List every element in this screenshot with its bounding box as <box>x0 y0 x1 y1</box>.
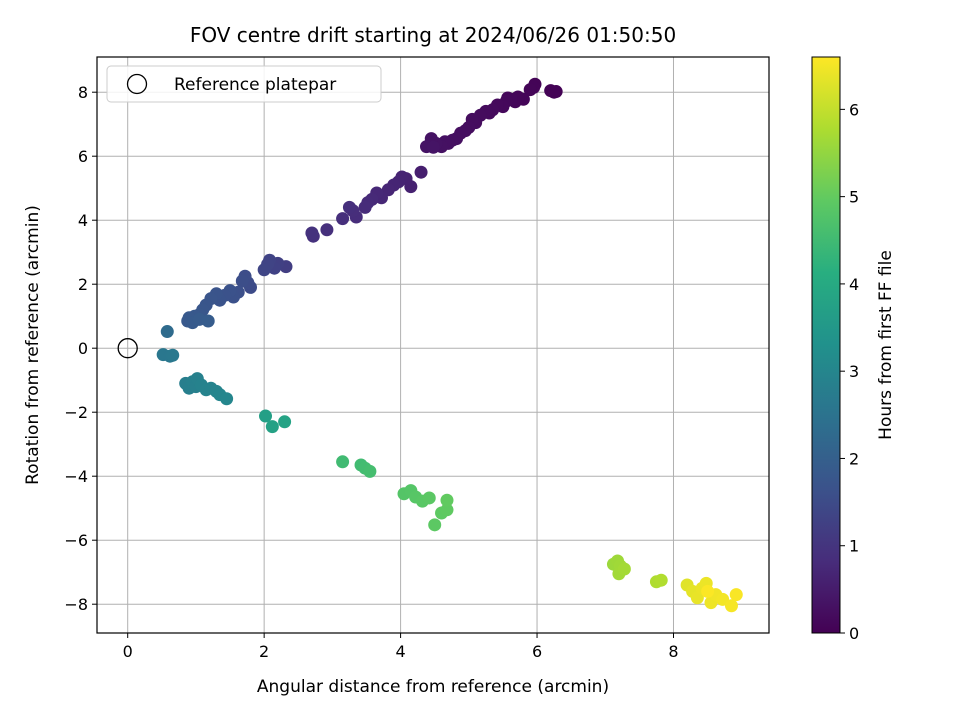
scatter-point <box>729 588 743 602</box>
scatter-point <box>358 200 372 214</box>
scatter-point <box>426 140 440 154</box>
scatter-point <box>547 85 561 99</box>
x-tick-label: 6 <box>532 642 542 661</box>
scatter-point <box>724 599 738 613</box>
scatter-point <box>440 493 454 507</box>
x-tick-label: 4 <box>396 642 406 661</box>
y-axis-label: Rotation from reference (arcmin) <box>23 205 43 485</box>
colorbar-tick-label: 6 <box>849 100 859 119</box>
reference-platepar-point <box>117 338 138 359</box>
scatter-point <box>617 562 631 576</box>
y-axis-ticks: −8 −6 −4 −2 0 2 4 6 8 <box>64 83 97 614</box>
scatter-point <box>654 573 668 587</box>
y-tick-label: 6 <box>78 147 88 166</box>
x-axis-ticks: 0 2 4 6 8 <box>123 633 679 661</box>
colorbar-tick-label: 0 <box>849 624 859 643</box>
scatter-point <box>235 274 249 288</box>
x-tick-label: 2 <box>259 642 269 661</box>
scatter-point <box>422 491 436 505</box>
scatter-point <box>523 83 537 97</box>
y-tick-label: 0 <box>78 339 88 358</box>
legend: Reference platepar <box>106 65 382 103</box>
colorbar-ticks: 0 1 2 3 4 5 6 <box>840 100 859 643</box>
scatter-point <box>220 392 234 406</box>
scatter-point <box>336 455 350 469</box>
colorbar-tick-label: 5 <box>849 188 859 207</box>
legend-box <box>106 65 382 103</box>
scatter-point <box>305 226 319 240</box>
x-tick-label: 8 <box>668 642 678 661</box>
scatter-point <box>257 263 271 277</box>
x-tick-label: 0 <box>123 642 133 661</box>
scatter-points <box>117 77 743 613</box>
scatter-point <box>278 415 292 429</box>
scatter-point <box>166 348 180 362</box>
scatter-point <box>428 518 442 532</box>
y-tick-label: −2 <box>64 403 88 422</box>
chart-title: FOV centre drift starting at 2024/06/26 … <box>190 23 676 47</box>
y-tick-label: 2 <box>78 275 88 294</box>
y-tick-label: −4 <box>64 467 88 486</box>
scatter-point <box>201 314 215 328</box>
scatter-point <box>342 200 356 214</box>
scatter-point <box>414 165 428 179</box>
legend-marker-icon <box>126 73 148 95</box>
scatter-point <box>701 584 715 598</box>
scatter-point <box>690 591 704 605</box>
scatter-point <box>363 464 377 478</box>
scatter-point <box>440 503 454 517</box>
colorbar-label: Hours from first FF file <box>876 250 896 440</box>
colorbar-tick-label: 1 <box>849 537 859 556</box>
y-tick-label: 8 <box>78 83 88 102</box>
colorbar-tick-label: 3 <box>849 362 859 381</box>
colorbar-tick-label: 2 <box>849 449 859 468</box>
plot-frame <box>96 56 770 634</box>
scatter-point <box>259 409 273 423</box>
y-tick-label: −6 <box>64 531 88 550</box>
scatter-point <box>336 212 350 226</box>
scatter-point <box>265 420 279 434</box>
colorbar-gradient <box>811 56 841 634</box>
grid <box>97 57 769 633</box>
scatter-point <box>160 325 174 339</box>
y-tick-label: −8 <box>64 595 88 614</box>
scatter-point <box>320 223 334 237</box>
colorbar: 0 1 2 3 4 5 6 Hours from first FF file <box>811 56 896 643</box>
y-tick-label: 4 <box>78 211 88 230</box>
legend-label: Reference platepar <box>174 75 336 95</box>
x-axis-label: Angular distance from reference (arcmin) <box>257 677 609 697</box>
colorbar-tick-label: 4 <box>849 275 859 294</box>
